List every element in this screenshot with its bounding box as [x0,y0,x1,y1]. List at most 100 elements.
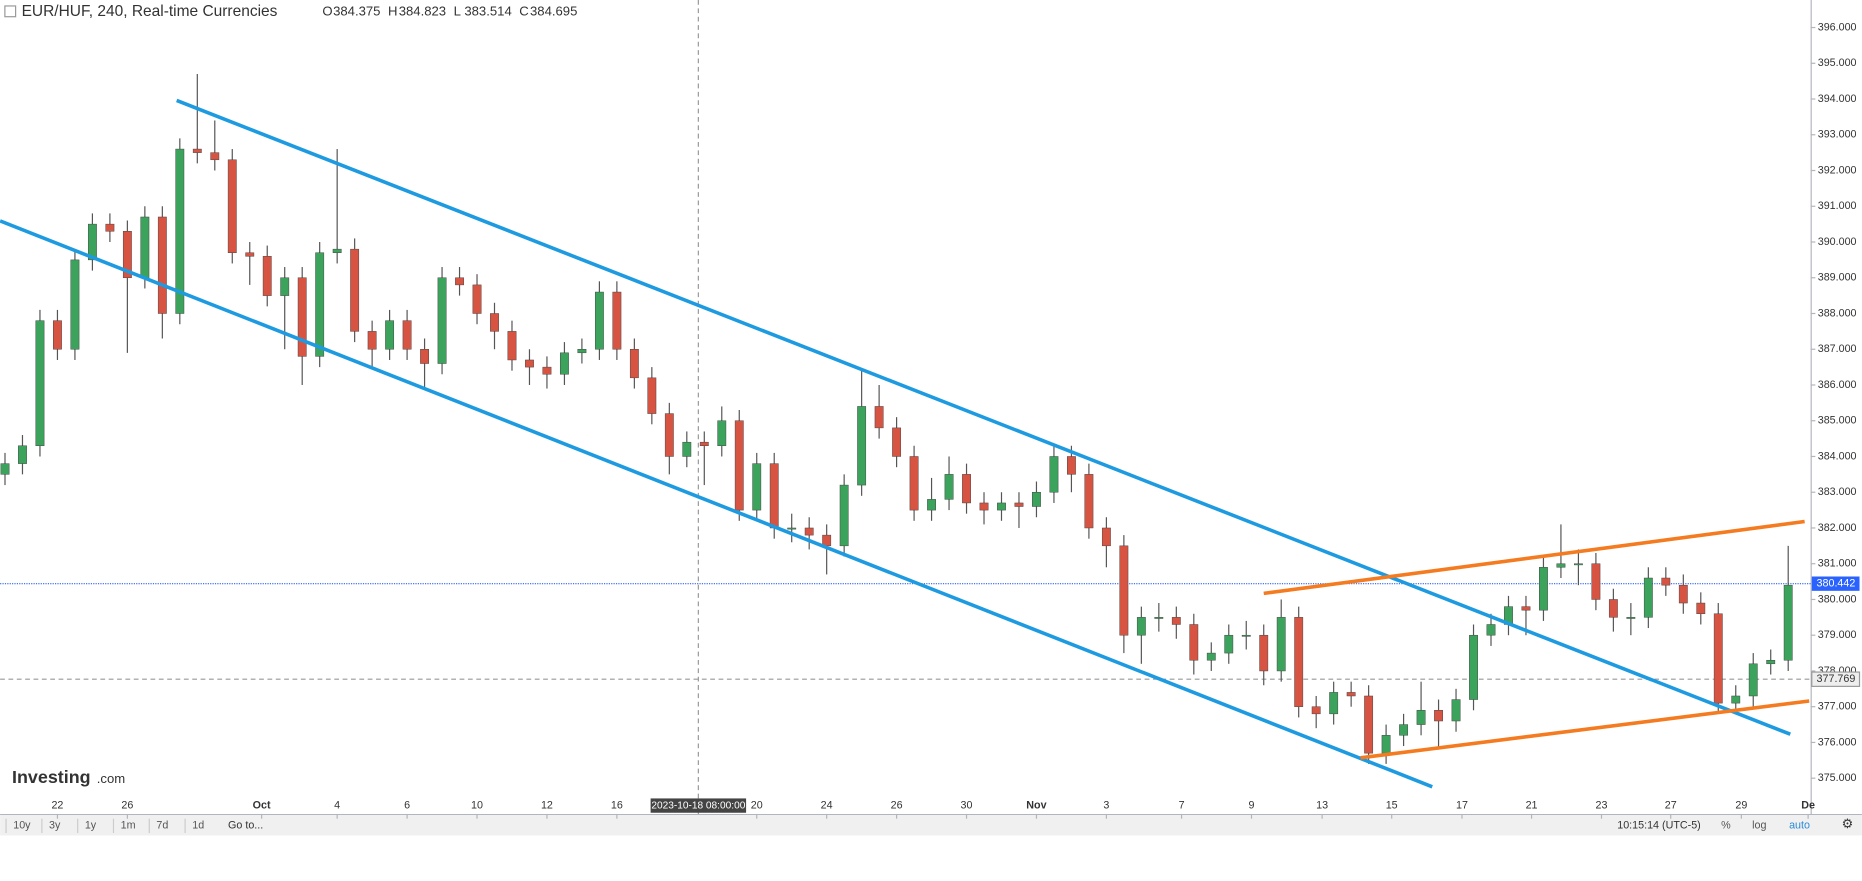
candle-body [437,277,447,364]
candle-body [1364,695,1374,754]
x-tick-label: 20 [751,799,763,811]
x-tick-label: 29 [1735,799,1747,811]
candle-body [857,406,867,486]
x-tick-label: De [1801,799,1815,811]
candle-body [1329,692,1339,715]
ohlc-value: 384.375 [333,3,380,18]
candle-body [1084,474,1094,529]
chart-background [0,0,1862,835]
candle-body [1643,577,1653,618]
candle-body [35,320,45,446]
range-button[interactable]: 1y [85,820,97,832]
crosshair-time-label: 2023-10-18 08:00:00 [651,800,745,811]
candle-body [18,445,27,464]
x-tick-label: 10 [471,799,483,811]
candle-body [1346,692,1356,697]
x-tick-label: 15 [1386,799,1398,811]
x-tick-label: 21 [1526,799,1538,811]
candle-body [1101,527,1111,547]
crosshair-price-badge [1811,671,1861,687]
trendline [176,98,1791,736]
range-button[interactable]: 3y [49,820,61,832]
option-button[interactable]: auto [1789,820,1810,832]
option-button[interactable]: log [1752,820,1766,832]
candle-body [1661,577,1671,586]
candle-body [699,441,709,446]
goto-button[interactable]: Go to... [228,820,263,832]
candle-body [1486,624,1496,636]
x-tick-label: 22 [51,799,63,811]
candle-body [734,420,744,511]
candle-body [385,320,395,350]
candle-body [1032,491,1041,507]
last-price-badge [1811,576,1860,591]
x-tick-label: 26 [121,799,133,811]
candle-body [1469,634,1478,700]
candle-body [1731,695,1741,704]
candle-body [629,349,639,379]
x-tick-label: 26 [891,799,903,811]
candle-body [210,152,220,161]
candle-body [105,223,115,232]
clock: 10:15:14 (UTC-5) [1617,820,1701,832]
ohlc-key: H [388,3,397,18]
x-tick-label: 13 [1316,799,1328,811]
x-tick-label: 9 [1249,799,1255,811]
y-tick-label: 395.000 [1818,57,1857,69]
x-tick-label: 24 [821,799,833,811]
y-tick-label: 394.000 [1818,93,1857,105]
y-tick-label: 393.000 [1818,129,1857,141]
candle-body [157,216,167,314]
candle-body [1608,599,1618,618]
y-tick-label: 382.000 [1818,522,1857,534]
x-tick-label: Nov [1026,799,1046,811]
range-button[interactable]: 1d [192,820,204,832]
candle-body [1206,652,1216,661]
candle-body [297,277,307,357]
candle-body [874,406,884,429]
range-button[interactable]: 10y [13,820,31,832]
candle-body [560,352,569,375]
range-button[interactable]: 7d [156,820,168,832]
candle-body [332,248,342,253]
candle-body [1259,634,1269,672]
y-tick-label: 376.000 [1818,736,1857,748]
settings-icon[interactable]: ⚙ [1842,816,1854,831]
candle-body [1224,634,1234,654]
candle-body [1241,634,1251,637]
candle-body [1014,502,1024,507]
y-tick-label: 387.000 [1818,343,1857,355]
candle-body [769,463,779,529]
option-button[interactable]: % [1721,820,1731,832]
logo-brand: Investing [12,767,91,787]
candle-body [70,259,80,350]
toolbar-background [0,815,1862,836]
candle-body [1171,617,1181,625]
candle-body [315,252,325,357]
y-tick-label: 391.000 [1818,200,1857,212]
x-tick-label: 16 [611,799,623,811]
y-tick-label: 392.000 [1818,164,1857,176]
candle-body [717,420,727,446]
candle-body [927,499,936,511]
range-button[interactable]: 1m [121,820,136,832]
candle-body [1049,456,1059,493]
candle-body [1311,706,1321,715]
candle-body [542,366,552,375]
ohlc-value: 384.695 [530,3,577,18]
y-tick-label: 384.000 [1818,450,1857,462]
candle-body [1678,584,1688,604]
x-tick-label: 4 [334,799,340,811]
candle-body [490,313,499,332]
candle-body [1591,563,1601,600]
candle-body [612,291,622,350]
candle-body [1154,617,1164,619]
candle-body [0,463,10,475]
x-tick-label: 17 [1456,799,1468,811]
candle-body [1294,617,1304,707]
candle-body [1626,617,1636,619]
collapse-icon[interactable] [4,5,17,18]
y-tick-label: 377.000 [1818,701,1857,713]
candle-body [192,148,202,153]
y-tick-label: 385.000 [1818,415,1857,427]
